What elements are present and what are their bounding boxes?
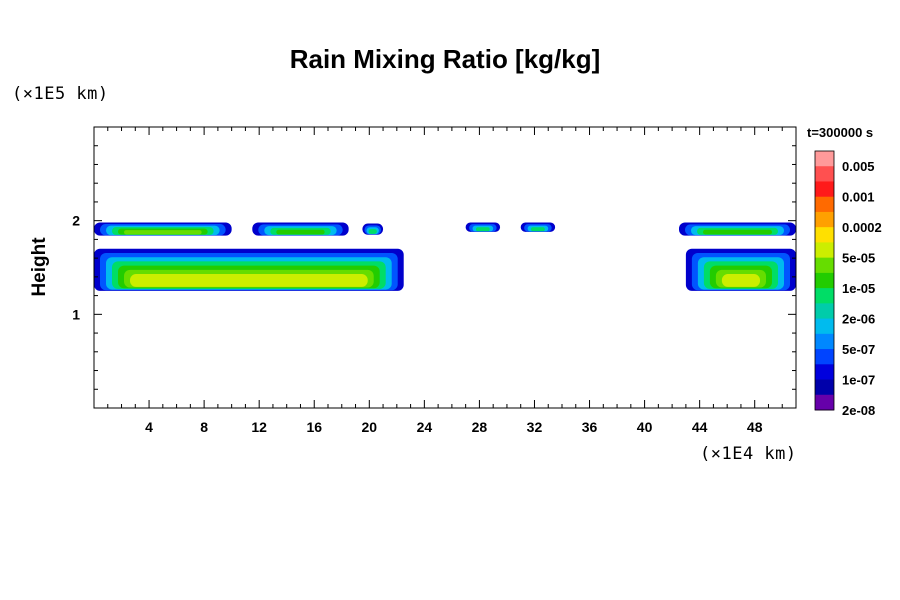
plot-frame — [93, 126, 797, 409]
rain-field-1 — [94, 222, 232, 236]
rain-field-2 — [252, 222, 349, 236]
colorbar-swatch — [815, 196, 834, 213]
colorbar-swatch — [815, 257, 834, 274]
chart-title: Rain Mixing Ratio [kg/kg] — [289, 44, 601, 74]
colorbar-label: 1e-07 — [842, 373, 875, 388]
x-tick-label: 8 — [200, 419, 208, 435]
x-tick-label: 24 — [417, 419, 433, 435]
colorbar-swatch — [815, 272, 834, 289]
colorbar-label: 0.0002 — [842, 220, 882, 235]
colorbar-label: 5e-05 — [842, 251, 875, 266]
colorbar-frame — [814, 150, 835, 411]
colorbar-swatch — [815, 333, 834, 350]
colorbar-label: 5e-07 — [842, 342, 875, 357]
colorbar-swatch — [815, 303, 834, 320]
y-axis-unit-label: (×1E5 km) — [12, 84, 109, 104]
x-tick-label: 48 — [747, 419, 763, 435]
colorbar-swatch — [815, 181, 834, 198]
rain-field-5 — [520, 222, 556, 232]
colorbar: 0.005 0.001 0.0002 5e-05 1e-05 2e-06 5e-07 1e-0… — [814, 150, 882, 418]
colorbar-label: 2e-08 — [842, 403, 875, 418]
rain-field-3 — [362, 223, 384, 235]
colorbar-swatch — [815, 211, 834, 228]
x-tick-label: 36 — [582, 419, 598, 435]
x-tick-label: 4 — [145, 419, 153, 435]
x-tick-label: 12 — [251, 419, 267, 435]
colorbar-swatch — [815, 227, 834, 243]
field-band — [475, 227, 490, 232]
field-band — [124, 230, 202, 235]
x-tick-label: 20 — [362, 419, 378, 435]
colorbar-swatch — [815, 318, 834, 335]
field-band — [703, 229, 772, 235]
rain-field-layer — [94, 222, 796, 291]
colorbar-swatch — [815, 151, 834, 167]
field-band — [531, 227, 545, 232]
rain-field-8 — [685, 248, 796, 291]
colorbar-swatch — [815, 288, 834, 304]
colorbar-swatch — [815, 394, 834, 411]
colorbar-swatch — [815, 364, 834, 381]
x-tick-label: 16 — [306, 419, 322, 435]
x-tick-label: 44 — [692, 419, 708, 435]
colorbar-swatch — [815, 349, 834, 365]
colorbar-label: 1e-05 — [842, 281, 875, 296]
colorbar-label: 2e-06 — [842, 312, 875, 327]
colorbar-swatch — [815, 379, 834, 396]
x-axis-unit-label: (×1E4 km) — [700, 444, 797, 464]
x-tick-label: 32 — [527, 419, 543, 435]
rain-field-4 — [465, 222, 501, 232]
field-band — [721, 274, 760, 287]
y-tick-label: 1 — [72, 306, 80, 322]
time-label: t=300000 s — [807, 125, 874, 140]
field-band — [130, 274, 368, 287]
colorbar-swatch — [815, 242, 834, 259]
x-tick-label: 40 — [637, 419, 653, 435]
colorbar-label: 0.001 — [842, 190, 875, 205]
colorbar-label: 0.005 — [842, 159, 875, 174]
field-band — [276, 229, 325, 235]
y-tick-label: 2 — [72, 213, 80, 229]
colorbar-swatch — [815, 166, 834, 182]
rain-field-7 — [94, 248, 404, 291]
rain-field-6 — [679, 222, 796, 236]
x-tick-label: 28 — [472, 419, 488, 435]
field-band — [368, 229, 377, 234]
